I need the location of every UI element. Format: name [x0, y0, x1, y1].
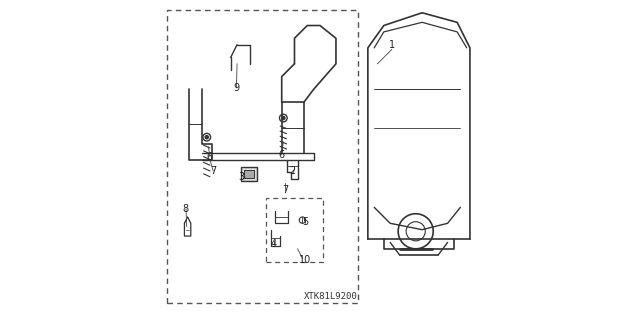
Text: 7: 7 [282, 185, 288, 195]
Circle shape [282, 116, 285, 120]
Text: 8: 8 [182, 204, 188, 214]
Text: 10: 10 [300, 255, 312, 265]
Text: 6: 6 [278, 150, 285, 160]
Text: 4: 4 [271, 239, 276, 249]
Circle shape [205, 136, 209, 139]
Text: 3: 3 [239, 172, 244, 182]
Text: 5: 5 [303, 217, 308, 227]
FancyBboxPatch shape [241, 167, 257, 181]
Text: 6: 6 [207, 152, 213, 161]
FancyBboxPatch shape [244, 170, 253, 178]
Text: 7: 7 [210, 166, 216, 176]
Text: 2: 2 [290, 166, 296, 176]
Text: XTK81L9200: XTK81L9200 [304, 292, 358, 301]
Text: 9: 9 [233, 83, 239, 93]
Text: 1: 1 [388, 40, 395, 50]
